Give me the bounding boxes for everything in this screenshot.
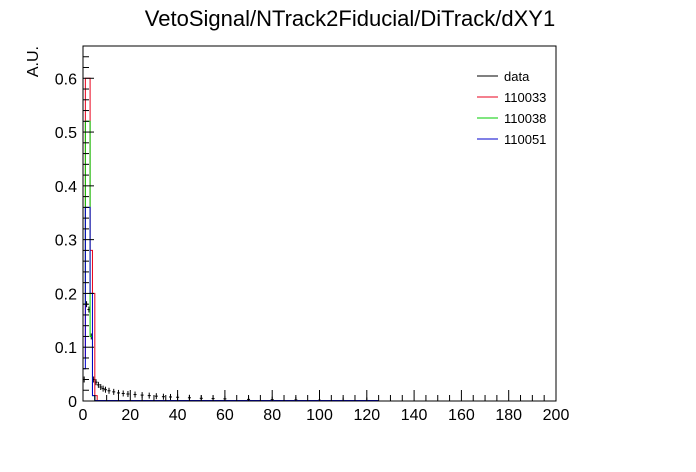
legend-label: 110051 [504,132,546,147]
legend: data 110033 110038 110051 [477,69,546,147]
x-tick-label: 160 [448,407,475,424]
axes-layer: 0 20 40 60 80 100 120 140 160 180 200 0 0.1 0.2 0.3 0.4… [55,45,570,424]
y-tick-label: 0.6 [55,71,77,88]
y-tick-label: 0.2 [55,286,77,303]
y-tick-label: 0.5 [55,125,77,142]
x-tick-label: 0 [79,407,88,424]
x-tick-label: 40 [169,407,187,424]
x-tick-label: 120 [353,407,380,424]
x-tick-label: 20 [121,407,139,424]
x-tick-label: 60 [216,407,234,424]
y-tick-label: 0 [68,394,77,411]
x-tick-label: 200 [543,407,570,424]
x-tick-label: 80 [263,407,281,424]
legend-label: data [504,69,530,84]
legend-label: 110038 [504,111,546,126]
legend-label: 110033 [504,90,546,105]
chart-title: VetoSignal/NTrack2Fiducial/DiTrack/dXY1 [145,6,555,31]
y-tick-label: 0.4 [55,179,77,196]
y-axis-label: A.U. [25,46,42,77]
x-tick-label: 140 [401,407,428,424]
x-tick-label: 100 [306,407,333,424]
y-tick-label: 0.3 [55,233,77,250]
x-tick-label: 180 [495,407,522,424]
y-tick-label: 0.1 [55,340,77,357]
